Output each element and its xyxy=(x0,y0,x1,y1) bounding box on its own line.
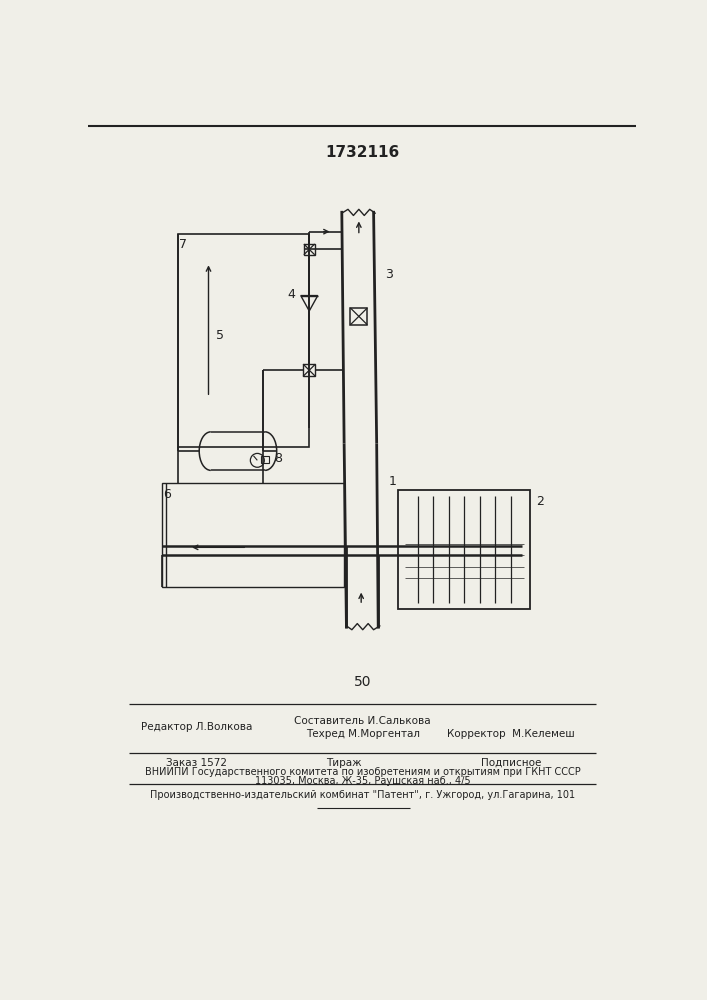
Text: Техред М.Моргентал: Техред М.Моргентал xyxy=(305,729,420,739)
Bar xyxy=(304,244,315,255)
Text: 1: 1 xyxy=(389,475,397,488)
Bar xyxy=(303,364,315,376)
Text: Составитель И.Салькова: Составитель И.Салькова xyxy=(294,716,431,726)
Bar xyxy=(261,456,269,463)
Text: 5: 5 xyxy=(216,329,224,342)
Text: Редактор Л.Волкова: Редактор Л.Волкова xyxy=(141,722,252,732)
Text: ВНИИПИ Государственного комитета по изобретениям и открытиям при ГКНТ СССР: ВНИИПИ Государственного комитета по изоб… xyxy=(145,767,580,777)
Text: Подписное: Подписное xyxy=(481,758,541,768)
Bar xyxy=(177,234,309,447)
Bar xyxy=(398,490,530,609)
Text: 113035, Москва, Ж-35, Раушская наб., 4/5: 113035, Москва, Ж-35, Раушская наб., 4/5 xyxy=(255,776,471,786)
Text: Корректор  М.Келемеш: Корректор М.Келемеш xyxy=(447,729,575,739)
Bar xyxy=(351,308,368,325)
Text: Производственно-издательский комбинат "Патент", г. Ужгород, ул.Гагарина, 101: Производственно-издательский комбинат "П… xyxy=(150,790,575,800)
Text: 1732116: 1732116 xyxy=(326,145,400,160)
Text: Тираж: Тираж xyxy=(327,758,362,768)
Text: 3: 3 xyxy=(385,267,393,280)
Text: 2: 2 xyxy=(537,495,544,508)
Text: 50: 50 xyxy=(354,675,371,689)
Bar xyxy=(162,483,344,587)
Text: 4: 4 xyxy=(288,288,296,301)
Text: 7: 7 xyxy=(179,238,187,251)
Text: 8: 8 xyxy=(274,452,282,465)
Text: 6: 6 xyxy=(163,488,171,501)
Text: Заказ 1572: Заказ 1572 xyxy=(166,758,227,768)
